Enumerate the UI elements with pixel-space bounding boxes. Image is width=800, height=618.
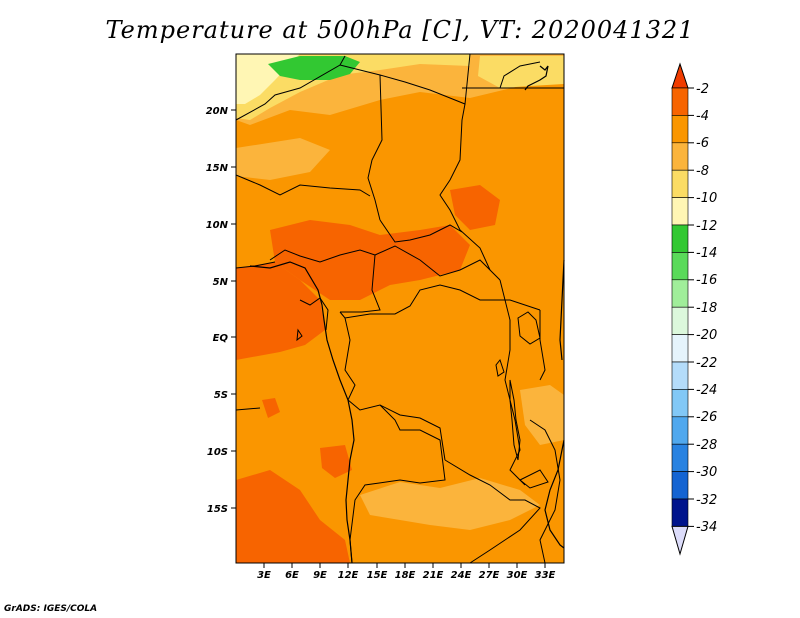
colorbar-label-10: -20 xyxy=(696,328,717,343)
lat-tick-15n: 15N xyxy=(206,163,236,174)
warm-spot-south2 xyxy=(320,445,352,478)
colorbar-label-11: -22 xyxy=(696,356,717,371)
colorbar-segment-15 xyxy=(671,471,689,500)
colorbar-segment-12 xyxy=(671,389,689,418)
lon-tick-27e: 27E xyxy=(479,563,500,581)
colorbar-label-17: -34 xyxy=(696,520,717,535)
coastline xyxy=(249,65,565,564)
colorbar-segment-11 xyxy=(671,361,689,390)
lon-label-18e: 18E xyxy=(395,570,416,581)
lon-tick-33e: 33E xyxy=(535,563,556,581)
grads-credit: GrADS: IGES/COLA xyxy=(4,604,98,614)
colorbar-label-2: -4 xyxy=(696,109,709,124)
colorbar-segment-4 xyxy=(671,169,689,198)
cool-region-east xyxy=(520,385,564,445)
lat-tick-eq: EQ xyxy=(213,333,236,344)
colorbar-segment-3 xyxy=(671,142,689,171)
lat-label-20n: 20N xyxy=(206,106,229,117)
warm-spot-south xyxy=(262,398,280,418)
colorbar-label-13: -26 xyxy=(696,410,717,425)
lon-label-9e: 9E xyxy=(313,570,327,581)
latitude-axis: 20N 15N 10N 5N EQ 5S 10S 15S xyxy=(206,106,236,515)
lat-label-5s: 5S xyxy=(214,390,228,401)
warm-region-central xyxy=(270,220,470,300)
map-title: Temperature at 500hPa [C], VT: 202004132… xyxy=(105,16,695,44)
cool-region-south xyxy=(360,478,540,530)
colorbar-segment-8 xyxy=(671,279,689,308)
lat-label-eq: EQ xyxy=(213,333,229,344)
cool-region-ne xyxy=(478,56,564,88)
lon-label-6e: 6E xyxy=(285,570,299,581)
longitude-axis: 3E 6E 9E 12E 15E 18E 21E 24E 27E 30E 33E xyxy=(257,563,556,581)
lon-label-12e: 12E xyxy=(338,570,359,581)
map-frame xyxy=(235,53,565,564)
colorbar-segment-9 xyxy=(671,306,689,335)
colorbar-segment-1 xyxy=(671,87,689,116)
colorbar-label-12: -24 xyxy=(696,383,717,398)
colorbar-segment-13 xyxy=(671,416,689,445)
lon-tick-3e: 3E xyxy=(257,563,271,581)
lon-tick-21e: 21E xyxy=(423,563,444,581)
cool-region-sahel xyxy=(236,138,330,180)
colorbar-label-15: -30 xyxy=(696,465,717,480)
lat-tick-5n: 5N xyxy=(213,277,236,288)
warm-region-southwest xyxy=(236,470,350,563)
lon-tick-12e: 12E xyxy=(338,563,359,581)
colorbar-bottom-triangle xyxy=(671,525,689,556)
warm-region-west xyxy=(236,262,325,360)
country-borders xyxy=(235,53,564,564)
lon-label-33e: 33E xyxy=(535,570,556,581)
lat-tick-5s: 5S xyxy=(214,390,236,401)
colorbar-segment-7 xyxy=(671,252,689,281)
colorbar: -2 -4 -6 -8 -10 -12 -14 -16 -18 -20 -22 … xyxy=(671,62,717,556)
lat-tick-10s: 10S xyxy=(207,447,236,458)
warm-spot-east xyxy=(450,185,500,230)
lon-label-24e: 24E xyxy=(451,570,472,581)
colorbar-top-triangle xyxy=(671,62,689,89)
colorbar-labels: -2 -4 -6 -8 -10 -12 -14 -16 -18 -20 -22 … xyxy=(688,82,717,535)
lat-tick-10n: 10N xyxy=(206,220,236,231)
green-region xyxy=(268,56,360,80)
colorbar-label-5: -10 xyxy=(696,191,717,206)
colorbar-segment-16 xyxy=(671,498,689,527)
colorbar-label-16: -32 xyxy=(696,493,717,508)
colorbar-segment-5 xyxy=(671,197,689,226)
lon-tick-6e: 6E xyxy=(285,563,299,581)
lat-label-15s: 15S xyxy=(207,504,228,515)
colorbar-label-14: -28 xyxy=(696,438,717,453)
colorbar-label-9: -18 xyxy=(696,301,717,316)
colorbar-segment-14 xyxy=(671,443,689,472)
lakes xyxy=(296,311,549,489)
lat-label-10s: 10S xyxy=(207,447,228,458)
lat-label-15n: 15N xyxy=(206,163,229,174)
lon-label-21e: 21E xyxy=(423,570,444,581)
colorbar-label-1: -2 xyxy=(696,82,709,97)
lon-label-3e: 3E xyxy=(257,570,271,581)
lon-tick-24e: 24E xyxy=(451,563,472,581)
lon-label-30e: 30E xyxy=(507,570,528,581)
colorbar-label-8: -16 xyxy=(696,273,717,288)
lat-tick-20n: 20N xyxy=(206,106,236,117)
lon-label-27e: 27E xyxy=(479,570,500,581)
lon-tick-9e: 9E xyxy=(313,563,327,581)
colorbar-label-6: -12 xyxy=(696,219,717,234)
colorbar-label-7: -14 xyxy=(696,246,717,261)
lon-tick-30e: 30E xyxy=(507,563,528,581)
lat-tick-15s: 15S xyxy=(207,504,236,515)
lon-tick-18e: 18E xyxy=(395,563,416,581)
lon-label-15e: 15E xyxy=(367,570,388,581)
colorbar-segment-6 xyxy=(671,224,689,253)
lon-tick-15e: 15E xyxy=(367,563,388,581)
colorbar-segment-10 xyxy=(671,334,689,363)
lat-label-10n: 10N xyxy=(206,220,229,231)
colorbar-segment-2 xyxy=(671,115,689,144)
colorbar-label-4: -8 xyxy=(696,164,709,179)
colorbar-label-3: -6 xyxy=(696,136,709,151)
lat-label-5n: 5N xyxy=(213,277,229,288)
